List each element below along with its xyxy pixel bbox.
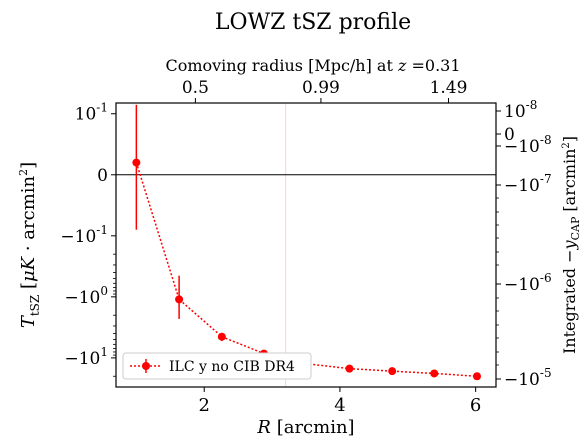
- top-tick-label: 0.99: [302, 78, 340, 98]
- data-point: [473, 372, 481, 381]
- plot-area: [116, 103, 496, 387]
- data-point: [175, 295, 184, 304]
- right-axis-label: Integrated −yCAP [arcmin2]: [560, 136, 582, 354]
- x-tick-label: 2: [198, 395, 209, 416]
- top-tick-label: 1.49: [430, 78, 468, 98]
- right-tick-label: −10-8: [504, 133, 552, 157]
- legend-box: [122, 352, 312, 380]
- legend-entry-label: ILC y no CIB DR4: [169, 359, 295, 375]
- bottom-axis: 2 4 6: [198, 387, 481, 416]
- x-axis-label: R [arcmin]: [256, 417, 354, 438]
- legend: ILC y no CIB DR4: [122, 352, 312, 380]
- right-tick-label: 10-8: [504, 98, 537, 122]
- data-point: [345, 364, 354, 373]
- right-tick-label: −10-7: [504, 172, 552, 196]
- data-point: [132, 158, 141, 167]
- data-point: [217, 332, 226, 341]
- y-tick-label: −10-1: [60, 223, 108, 247]
- right-tick-label: 0: [504, 125, 515, 145]
- y-tick-label: 10-1: [75, 101, 108, 125]
- y-tick-label: −100: [64, 284, 108, 308]
- top-axis-label: Comoving radius [Mpc/h] at z =0.31: [165, 56, 460, 75]
- legend-marker: [142, 362, 150, 370]
- data-point: [388, 367, 397, 376]
- y-tick-label: −101: [64, 345, 108, 369]
- plot-frame: [115, 102, 497, 388]
- right-tick-label: −10-5: [504, 366, 552, 390]
- series-line: [135, 162, 478, 378]
- x-tick-label: 6: [470, 395, 481, 416]
- chart-title: LOWZ tSZ profile: [215, 10, 411, 35]
- right-axis: 10-8 0−10-8 −10-7 −10-6 −10-5: [496, 98, 552, 390]
- right-tick-label: −10-6: [504, 271, 552, 295]
- data-layer: [132, 104, 481, 381]
- y-axis-label: TtSZ [μK · arcmin2]: [17, 162, 42, 328]
- top-tick-label: 0.5: [182, 78, 209, 98]
- top-axis: 0.5 0.99 1.49: [182, 78, 468, 103]
- x-tick-label: 4: [334, 395, 345, 416]
- left-axis: 10-1 0 −10-1 −100 −101: [60, 101, 116, 377]
- y-tick-label: 0: [97, 166, 108, 186]
- data-point: [430, 369, 439, 378]
